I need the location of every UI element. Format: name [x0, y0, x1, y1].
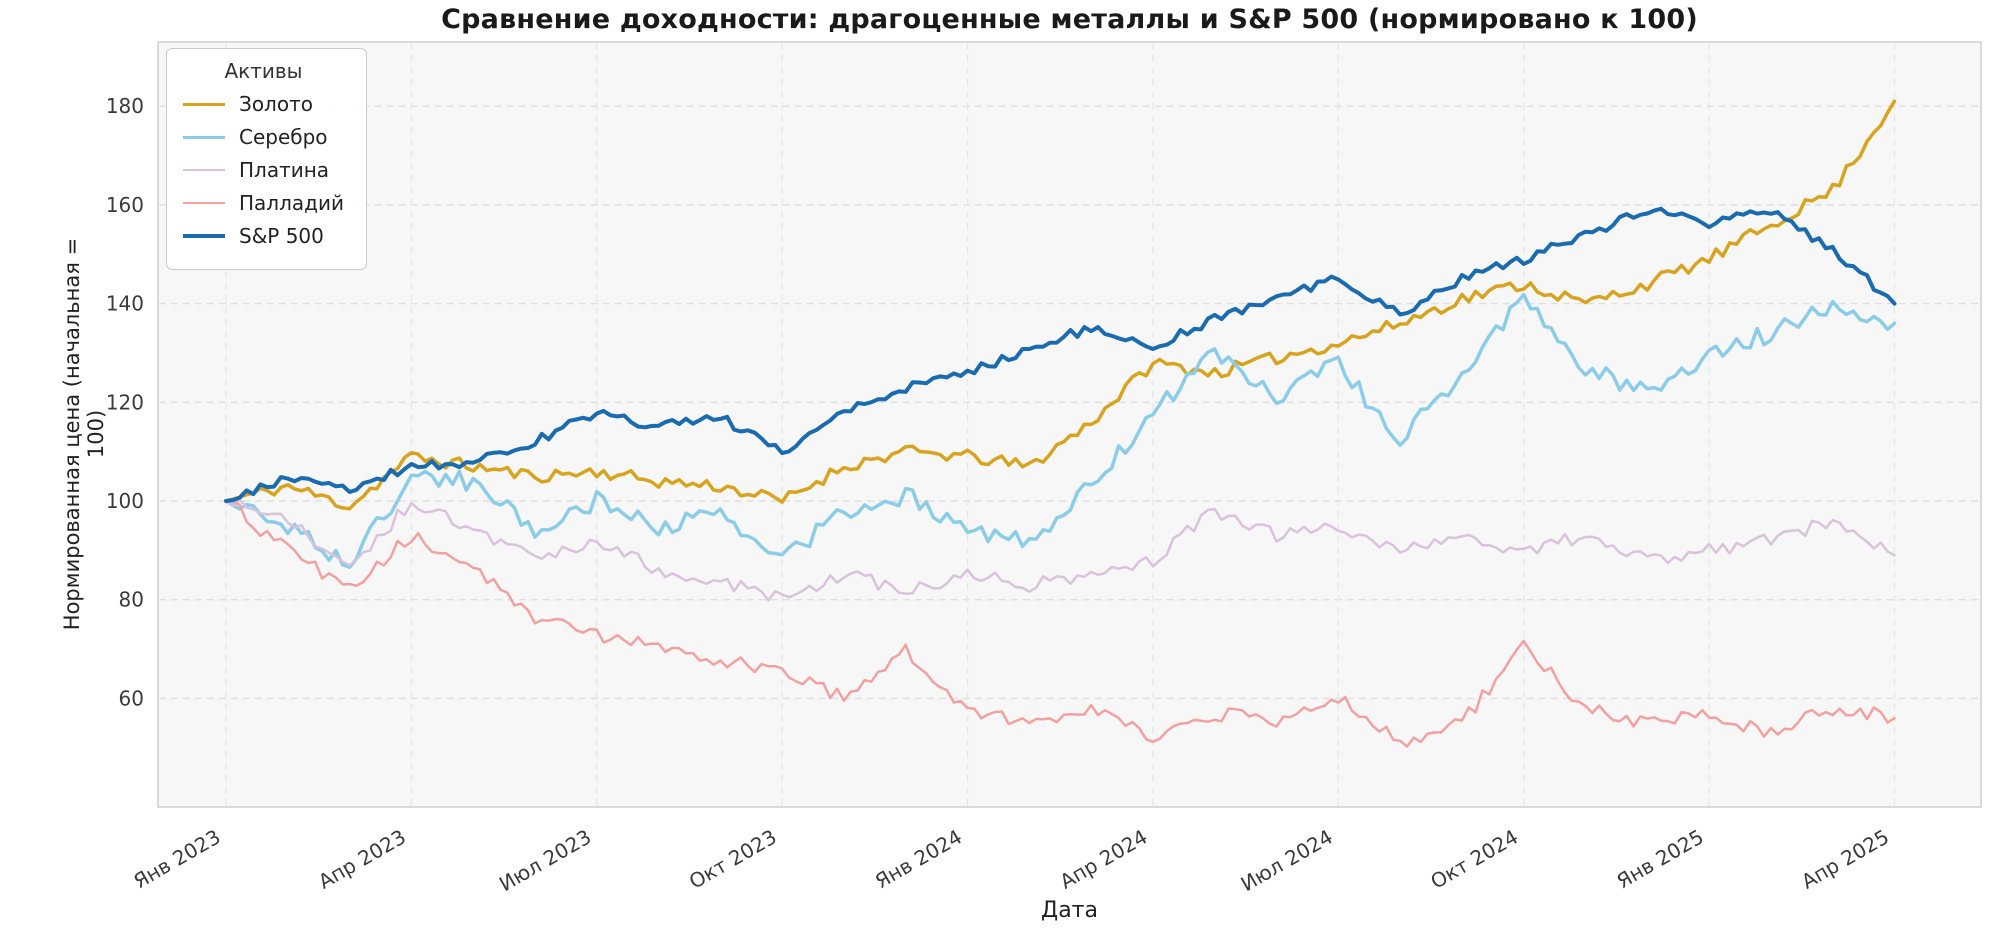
- x-tick-label: Окт 2023: [685, 825, 781, 894]
- legend: Активы Золото Серебро Платина Палладий S&P 5…: [166, 48, 367, 270]
- legend-label: Палладий: [239, 191, 344, 215]
- legend-title: Активы: [224, 59, 303, 83]
- legend-swatch: [183, 169, 225, 171]
- y-tick-label: 120: [106, 390, 144, 414]
- legend-items: Золото Серебро Платина Палладий S&P 500: [183, 92, 344, 248]
- x-tick-label: Янв 2023: [129, 825, 224, 894]
- x-tick-label: Янв 2025: [1612, 825, 1707, 894]
- x-tick-label: Апр 2025: [1797, 825, 1893, 894]
- legend-item: Золото: [183, 92, 344, 116]
- y-tick-label: 180: [106, 94, 144, 118]
- legend-swatch: [183, 202, 225, 204]
- legend-item: S&P 500: [183, 224, 344, 248]
- x-tick-label: Янв 2024: [871, 825, 966, 894]
- x-tick-label: Окт 2024: [1426, 825, 1522, 894]
- legend-swatch: [183, 234, 225, 238]
- series-line-3: [224, 498, 1896, 602]
- legend-label: Серебро: [239, 125, 328, 149]
- legend-label: Золото: [239, 92, 313, 116]
- y-tick-label: 60: [119, 686, 144, 710]
- x-tick-label: Апр 2023: [314, 825, 410, 894]
- y-tick-label: 100: [106, 489, 144, 513]
- chart-title: Сравнение доходности: драгоценные металл…: [441, 4, 1698, 35]
- x-tick-label: Июл 2024: [1237, 825, 1337, 897]
- y-axis-label: Нормированная цена (начальная = 100): [60, 237, 108, 631]
- x-tick-label: Июл 2023: [495, 825, 595, 897]
- legend-label: Платина: [239, 158, 330, 182]
- y-tick-label: 80: [119, 588, 144, 612]
- x-tick-label: Апр 2024: [1056, 825, 1152, 894]
- y-tick-label: 140: [106, 292, 144, 316]
- series-line-2: [224, 292, 1897, 569]
- legend-swatch: [183, 135, 225, 139]
- legend-swatch: [183, 102, 225, 106]
- legend-item: Серебро: [183, 125, 344, 149]
- legend-item: Палладий: [183, 191, 344, 215]
- y-tick-label: 160: [106, 193, 144, 217]
- plot-background: [157, 41, 1982, 808]
- series-line-1: [224, 99, 1897, 511]
- series-line-5: [224, 206, 1897, 503]
- x-axis-label: Дата: [1041, 898, 1098, 923]
- legend-label: S&P 500: [239, 224, 324, 248]
- series-line-4: [224, 499, 1896, 748]
- legend-item: Платина: [183, 158, 344, 182]
